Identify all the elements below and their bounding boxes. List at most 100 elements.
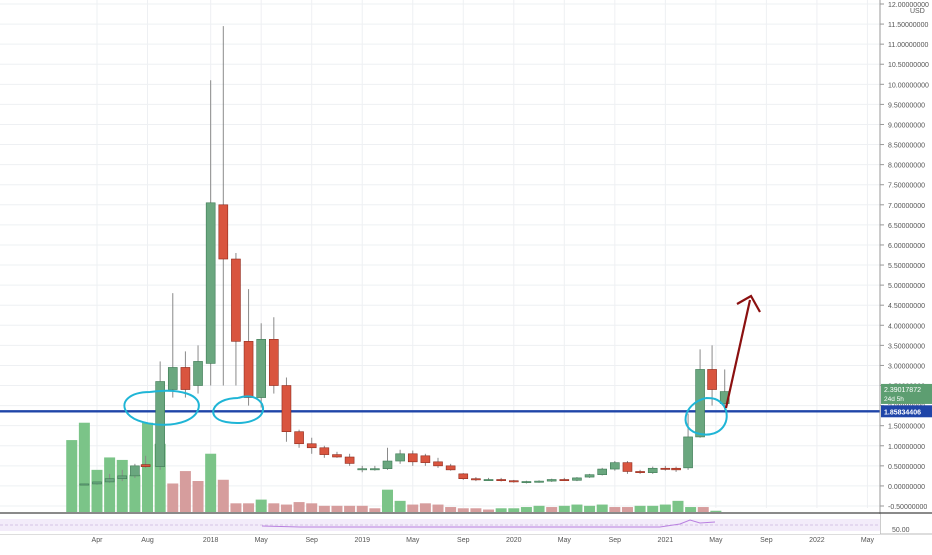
volume-bar [306, 503, 318, 512]
y-tick-label: 10.00000000 [888, 82, 929, 89]
y-tick-label: 7.00000000 [888, 203, 925, 210]
time-axis[interactable]: Apr Aug 2018 May Sep 2019 May Sep 2020 May Sep 2021… [0, 533, 932, 544]
currency-label: USD [910, 8, 925, 15]
volume-bar [584, 505, 596, 512]
y-tick-label: 1.00000000 [888, 444, 925, 451]
candle-body [471, 478, 481, 481]
volume-bar [318, 505, 330, 512]
countdown-label: 24d 5h [884, 396, 904, 403]
x-tick-label: 2018 [203, 537, 219, 544]
volume-bar [445, 507, 457, 512]
candle-body [269, 339, 279, 386]
candle-body [193, 361, 203, 386]
y-tick-label: 10.50000000 [888, 62, 929, 69]
candle-body [256, 339, 266, 398]
candle-body [130, 465, 140, 477]
annotations [123, 294, 761, 436]
volume-bar [179, 471, 191, 512]
y-tick-label: 4.50000000 [888, 303, 925, 310]
x-tick-label: May [255, 537, 269, 544]
volume-bar [217, 479, 229, 512]
volume-bar [508, 508, 520, 512]
y-tick-label: 3.00000000 [888, 363, 925, 370]
volume-bar [394, 500, 406, 512]
volume-bar [66, 440, 78, 512]
candle-body [231, 258, 241, 342]
projection-arrow-shaft [724, 299, 752, 409]
y-tick-label: 9.50000000 [888, 102, 925, 109]
candle-body [572, 477, 582, 481]
volume-bar [268, 503, 280, 512]
candle-body [433, 461, 443, 467]
candle-body [319, 447, 330, 455]
y-tick-label: 9.00000000 [888, 122, 925, 129]
candle-body [559, 479, 570, 481]
y-tick-label: 0.00000000 [888, 484, 925, 491]
x-tick-label: Aug [141, 537, 154, 544]
x-tick-label: 2021 [658, 537, 674, 544]
candle-body [395, 453, 405, 462]
rsi-value-label: 50.00 [892, 527, 910, 534]
candle-body [597, 468, 608, 475]
volume-bar [647, 505, 659, 512]
candle-body [671, 467, 681, 471]
y-tick-label: 1.50000000 [888, 424, 925, 431]
volume-bar [470, 508, 482, 512]
volume-bar [558, 505, 570, 512]
price-axis[interactable]: 12.00000000 11.50000000 11.00000000 10.5000… [879, 0, 929, 534]
candle-body [344, 456, 355, 464]
y-tick-label: 3.50000000 [888, 343, 925, 350]
volume-bar [659, 504, 671, 512]
candle-body [683, 436, 693, 469]
annotation-circle-3 [684, 397, 728, 436]
volume-bar [142, 422, 154, 512]
volume-bar [596, 504, 608, 512]
candle-body [635, 471, 645, 473]
rsi-pane: 50.00 [0, 512, 932, 534]
candle-body [332, 454, 342, 458]
x-tick-label: Apr [92, 537, 104, 544]
candle-body [496, 479, 506, 481]
volume-bars [66, 422, 722, 512]
candle-body [117, 475, 128, 479]
volume-bar [419, 503, 431, 512]
y-tick-label: 11.50000000 [888, 22, 928, 29]
volume-bar [104, 457, 116, 512]
candle-body [483, 479, 494, 481]
y-tick-label: 8.50000000 [888, 143, 925, 150]
volume-bar [381, 489, 393, 512]
candle-body [243, 341, 254, 398]
candle-body [647, 467, 658, 473]
x-tick-label: Sep [609, 537, 622, 544]
candle-body [445, 465, 456, 471]
volume-bar [634, 505, 646, 512]
y-tick-label: 6.50000000 [888, 223, 925, 230]
volume-bar [697, 507, 709, 512]
x-tick-label: May [558, 537, 572, 544]
candle-body [521, 481, 532, 484]
candle-body [622, 462, 633, 472]
price-badges: 2.39017872 24d 5h 1.85834406 [881, 383, 932, 418]
volume-bar [230, 503, 242, 512]
candle-body [180, 367, 191, 390]
x-tick-label: 2020 [506, 537, 522, 544]
y-tick-label: 6.00000000 [888, 243, 925, 250]
volume-bar [293, 502, 305, 512]
x-tick-label: 2019 [354, 537, 370, 544]
volume-bar [205, 453, 217, 512]
volume-bar [407, 504, 419, 512]
y-tick-label: 12.00000000 [888, 2, 929, 9]
x-tick-label: May [709, 537, 723, 544]
volume-bar [78, 422, 90, 512]
annotation-circle-2 [212, 395, 265, 424]
candle-body [508, 480, 519, 483]
y-tick-label: -0.50000000 [888, 504, 927, 511]
candle-body [584, 474, 595, 478]
volume-bar [432, 504, 444, 512]
x-tick-label: Sep [760, 537, 773, 544]
volume-bar [483, 509, 495, 512]
candle-body [695, 369, 705, 438]
volume-bar [685, 507, 697, 512]
